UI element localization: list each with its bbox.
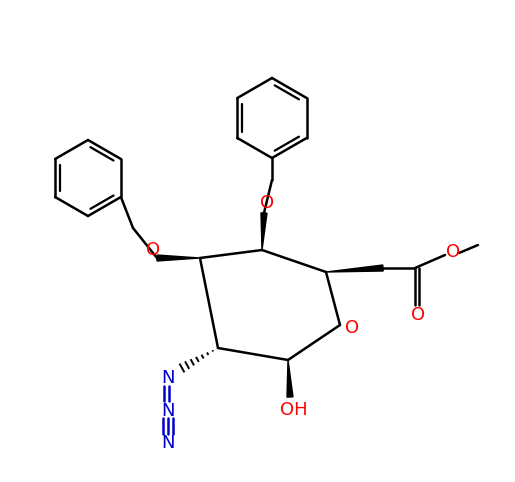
Text: N: N [161, 402, 175, 420]
Polygon shape [326, 265, 383, 272]
Text: OH: OH [280, 401, 308, 419]
Text: O: O [411, 306, 425, 324]
Polygon shape [287, 360, 293, 397]
Text: N: N [161, 434, 175, 452]
Text: O: O [446, 243, 460, 261]
Text: O: O [260, 194, 274, 212]
Text: O: O [146, 241, 160, 259]
Polygon shape [261, 213, 267, 250]
Text: N: N [161, 369, 175, 387]
Polygon shape [157, 255, 200, 261]
Text: O: O [345, 319, 359, 337]
